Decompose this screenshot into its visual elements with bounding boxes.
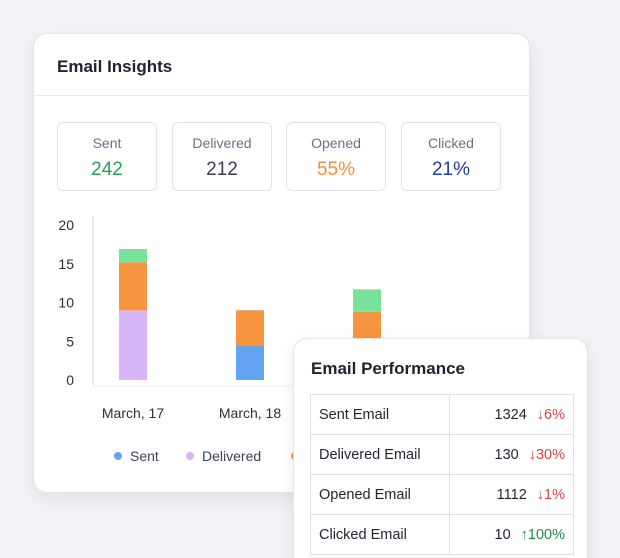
- change-value: 100%: [527, 526, 565, 543]
- performance-title: Email Performance: [311, 359, 466, 378]
- card-header: Email Insights: [34, 34, 529, 96]
- email-performance-card: Email Performance Sent Email 1324 ↓6% Del…: [293, 338, 588, 558]
- bar-segment-delivered: [119, 310, 147, 380]
- y-tick-label: 15: [58, 256, 74, 272]
- bar-segment-series-2: [236, 310, 264, 346]
- arrow-down-icon: ↓: [536, 486, 545, 503]
- change-value: 6%: [544, 406, 565, 423]
- value-cell: 1324 ↓6%: [449, 394, 574, 435]
- value-cell: 130 ↓30%: [449, 434, 574, 475]
- arrow-down-icon: ↓: [528, 446, 536, 463]
- stat-label: Opened: [311, 135, 361, 151]
- change-indicator: ↓30%: [529, 447, 565, 463]
- value-cell: 10 ↑100%: [449, 514, 574, 555]
- change-indicator: ↓6%: [537, 407, 565, 423]
- stat-value: 21%: [431, 159, 471, 180]
- y-tick-label: 20: [58, 217, 74, 233]
- legend-dot-sent: [114, 452, 122, 460]
- stat-value: 212: [206, 159, 238, 180]
- metric-cell: Delivered Email: [310, 434, 450, 475]
- bar-segment-sent: [236, 345, 264, 380]
- card-title: Email Insights: [57, 57, 173, 76]
- metric-cell: Sent Email: [310, 394, 450, 435]
- bar-segment-series-3: [119, 249, 147, 263]
- stat-label: Delivered: [192, 135, 252, 151]
- metric-value: 130: [494, 446, 519, 463]
- table-row[interactable]: Sent Email 1324 ↓6%: [310, 394, 574, 435]
- metric-cell: Opened Email: [310, 474, 450, 515]
- stat-label: Sent: [92, 135, 122, 151]
- email-insights-card: Email Insights Sent 242 Delivered 212 Op…: [33, 33, 530, 493]
- legend-item-delivered[interactable]: Delivered: [186, 448, 261, 464]
- y-tick-label: 10: [58, 295, 74, 311]
- change-indicator: ↓1%: [537, 487, 565, 503]
- y-tick-label: 5: [66, 333, 74, 349]
- legend-dot-delivered: [186, 452, 194, 460]
- stat-value: 55%: [316, 159, 356, 180]
- change-value: 1%: [544, 486, 565, 503]
- value-cell: 1112 ↓1%: [449, 474, 574, 515]
- x-tick-label: March, 18: [219, 405, 281, 421]
- table-row[interactable]: Opened Email 1112 ↓1%: [310, 474, 574, 515]
- stat-delivered[interactable]: Delivered 212: [172, 122, 272, 191]
- y-tick-label: 0: [66, 372, 74, 388]
- metric-value: 10: [494, 526, 511, 543]
- metric-value: 1112: [496, 486, 527, 503]
- legend-label: Sent: [130, 448, 159, 464]
- bar-segment-series-2: [119, 262, 147, 311]
- stat-value: 242: [91, 159, 123, 180]
- table-row[interactable]: Delivered Email 130 ↓30%: [310, 434, 574, 475]
- change-value: 30%: [535, 446, 565, 463]
- x-tick-label: March, 17: [102, 405, 164, 421]
- stat-opened[interactable]: Opened 55%: [286, 122, 386, 191]
- metric-value: 1324: [494, 406, 527, 423]
- change-indicator: ↑100%: [521, 527, 565, 543]
- bar-segment-series-3: [353, 289, 381, 312]
- table-row[interactable]: Clicked Email 10 ↑100%: [310, 514, 574, 555]
- stat-clicked[interactable]: Clicked 21%: [401, 122, 501, 191]
- metric-cell: Clicked Email: [310, 514, 450, 555]
- stat-sent[interactable]: Sent 242: [57, 122, 157, 191]
- legend-item-sent[interactable]: Sent: [114, 448, 159, 464]
- arrow-up-icon: ↑: [520, 526, 528, 543]
- legend-label: Delivered: [202, 448, 262, 464]
- performance-table: Sent Email 1324 ↓6% Delivered Email 130 ↓3…: [310, 394, 574, 555]
- stat-label: Clicked: [428, 135, 474, 151]
- arrow-down-icon: ↓: [536, 406, 545, 423]
